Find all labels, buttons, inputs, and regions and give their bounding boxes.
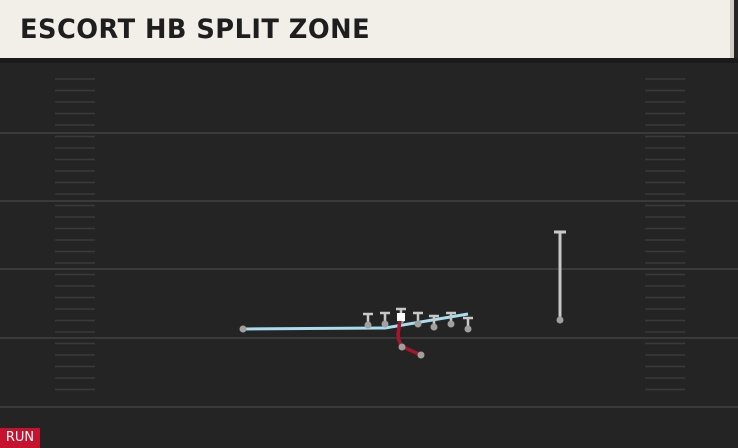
player — [381, 320, 389, 328]
player — [417, 351, 425, 359]
yard-lines — [0, 132, 738, 408]
header: ESCORT HB SPLIT ZONE — [0, 0, 734, 58]
player — [430, 323, 438, 331]
field-background — [0, 58, 738, 448]
hash-marks — [55, 78, 685, 391]
play-type-badge: RUN — [0, 428, 40, 448]
player — [414, 320, 422, 328]
player — [556, 316, 564, 324]
player — [239, 325, 247, 333]
player — [364, 321, 372, 329]
field — [0, 58, 738, 448]
play-title: ESCORT HB SPLIT ZONE — [20, 14, 371, 45]
player — [464, 325, 472, 333]
player — [398, 343, 406, 351]
quarterback — [397, 313, 405, 321]
block-route — [242, 312, 469, 331]
player — [447, 320, 455, 328]
header-shadow — [0, 58, 738, 63]
